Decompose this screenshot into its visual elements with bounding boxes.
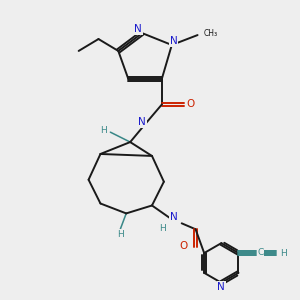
Text: CH₃: CH₃	[203, 28, 218, 38]
Text: H: H	[117, 230, 124, 239]
Text: O: O	[180, 241, 188, 251]
Text: H: H	[160, 224, 166, 233]
Text: O: O	[187, 99, 195, 110]
Text: C: C	[257, 248, 263, 256]
Text: N: N	[218, 282, 225, 292]
Text: N: N	[170, 36, 178, 46]
Text: N: N	[138, 117, 146, 127]
Text: H: H	[280, 248, 286, 257]
Text: H: H	[100, 126, 107, 135]
Text: N: N	[134, 24, 142, 34]
Text: N: N	[170, 212, 178, 222]
